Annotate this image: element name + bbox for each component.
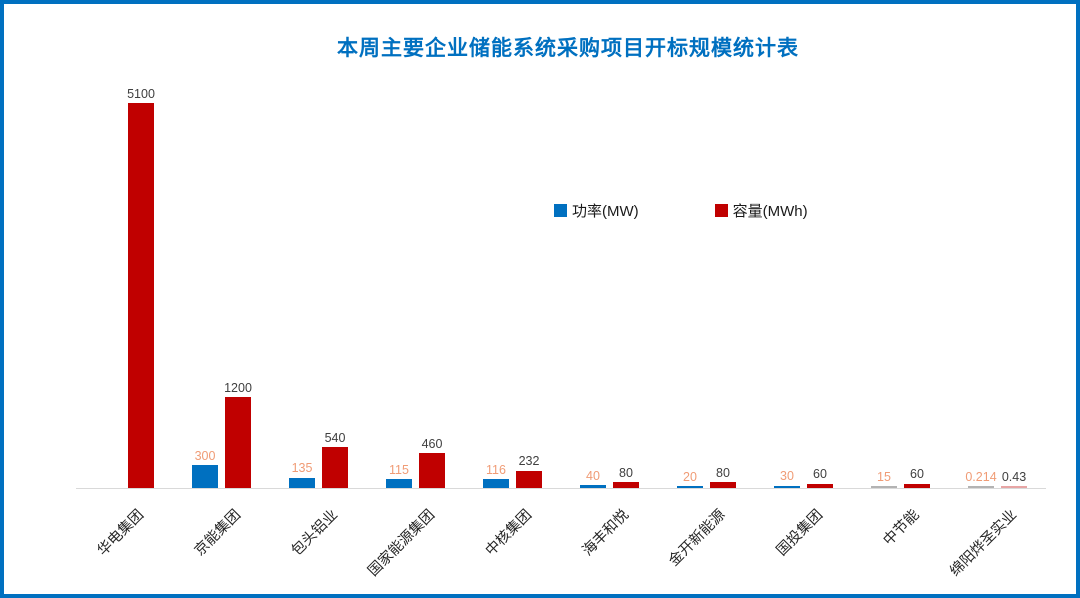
x-axis-category-label: 京能集团 [191,506,244,560]
power-bar [289,477,315,488]
x-axis-category-label: 华电集团 [94,506,147,560]
capacity-bar-column: 80 [613,465,639,488]
bar-group: 115 460 [367,104,464,488]
power-bar-column: 135 [289,462,315,488]
power-bar-column: 20 [677,469,703,488]
capacity-value-label: 0.43 [1001,469,1027,484]
power-bar [386,479,412,488]
power-bar-column: 15 [871,469,897,488]
legend-label-power: 功率(MW) [572,203,639,220]
capacity-bar [128,103,154,488]
capacity-bar-column: 80 [710,465,736,488]
legend-entry-power: 功率(MW) [554,200,639,221]
capacity-bar [710,482,736,488]
capacity-bar-column: 460 [419,438,445,488]
capacity-value-label: 80 [619,465,633,480]
capacity-bar-column: 5100 [127,86,155,488]
capacity-value-label: 232 [518,454,540,468]
power-value-label: 30 [780,469,794,484]
power-bar [968,486,994,488]
bar-group: 0.214 0.43 [949,104,1046,488]
power-value-label: 115 [389,462,409,477]
capacity-value-label: 60 [910,467,924,481]
power-bar-column: 115 [386,464,412,488]
capacity-bar [516,470,542,488]
capacity-bar-column: 1200 [224,380,252,488]
capacity-bar [419,453,445,488]
legend-entry-capacity: 容量(MWh) [714,200,808,221]
legend: 功率(MW) 容量(MWh) [554,200,808,221]
power-bar [483,479,509,488]
x-axis-category-label: 国投集团 [773,506,826,560]
power-value-label: 20 [683,469,697,484]
power-bar-column: 116 [483,464,509,488]
power-value-label: 0.214 [965,469,997,484]
capacity-bar-column: 60 [904,468,930,488]
power-bar [580,485,606,488]
capacity-bar [1001,486,1027,488]
capacity-value-label: 1200 [224,380,252,395]
bar-group: 40 80 [561,104,658,488]
power-bar [677,486,703,488]
capacity-bar [322,447,348,488]
bar-group: 30 60 [755,104,852,488]
x-axis-category-label: 中核集团 [482,506,535,560]
power-bar-column: 300 [192,450,218,488]
power-bar-column: 40 [580,468,606,488]
x-axis-category-label: 包头铝业 [288,506,341,560]
bar-group: 5100 [76,87,173,488]
capacity-bar-column: 60 [807,468,833,488]
capacity-bar-column: 540 [322,432,348,488]
power-value-label: 300 [194,448,216,463]
capacity-bar-column: 232 [516,455,542,488]
bar-group: 300 1200 [173,104,270,488]
capacity-value-label: 5100 [127,86,155,101]
x-axis-category-label: 国家能源集团 [364,506,438,580]
plot-area: 5100 300 1200 135 540 115 460 116 232 40 80 20 80 30 6… [76,87,1046,489]
bar-group: 116 232 [464,104,561,488]
x-axis-category-label: 海丰和悦 [579,506,632,560]
power-bar [192,465,218,488]
power-bar [871,486,897,488]
capacity-bar [225,397,251,488]
bar-group: 20 80 [658,104,755,488]
power-value-label: 116 [486,462,506,477]
power-value-label: 135 [291,461,313,476]
capacity-value-label: 80 [716,465,730,480]
power-value-label: 40 [586,468,600,483]
capacity-series-swatch [714,204,728,217]
capacity-value-label: 60 [813,467,827,481]
power-bar [774,485,800,488]
bar-group: 135 540 [270,104,367,488]
x-axis-category-label: 金开新能源 [666,506,729,570]
power-bar-column: 0.214 [965,469,997,488]
power-bar-column: 30 [774,470,800,488]
capacity-value-label: 460 [421,436,443,451]
chart-title: 本周主要企业储能系统采购项目开标规模统计表 [337,37,799,60]
power-series-swatch [554,204,567,217]
capacity-bar-column: 0.43 [1001,469,1027,488]
capacity-bar [807,483,833,488]
bar-group: 15 60 [852,104,949,488]
capacity-bar [613,482,639,488]
capacity-bar [904,483,930,488]
x-axis-category-label: 中节能 [880,506,923,549]
x-axis-category-label: 绵阳烨圣实业 [946,506,1020,580]
x-axis-labels: 华电集团 京能集团 包头铝业 国家能源集团 中核集团 海丰和悦 金开新能源 国投集团 中节能 绵阳… [76,490,1046,594]
power-value-label: 15 [877,469,891,484]
legend-label-capacity: 容量(MWh) [732,203,808,220]
capacity-value-label: 540 [324,430,346,445]
